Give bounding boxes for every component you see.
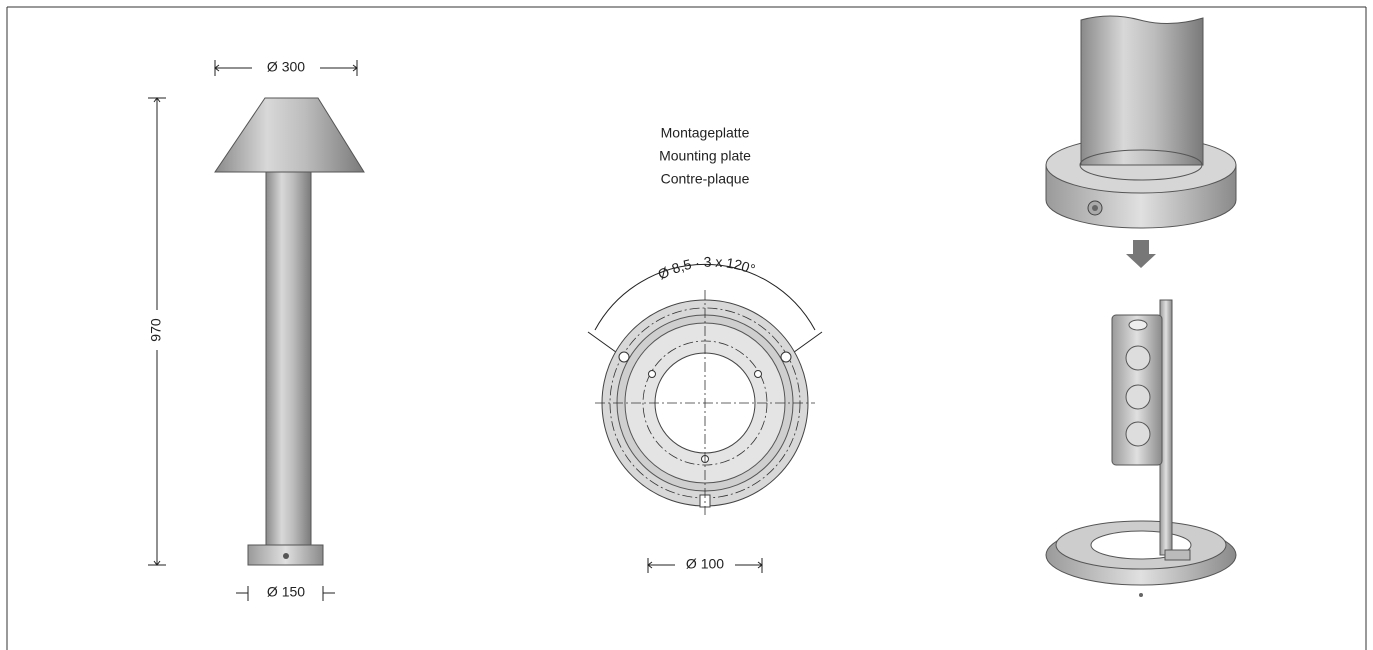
mounting-plate: Montageplatte Mounting plate Contre-plaq… <box>588 125 822 573</box>
dimension-label: Ø 300 <box>267 59 305 75</box>
bollard: Ø 300 970 Ø 150 <box>148 59 364 601</box>
installation-view <box>1046 16 1236 597</box>
dimension-label: Ø 150 <box>267 584 305 600</box>
dimension-label: Ø 100 <box>686 556 724 572</box>
label: Montageplatte <box>661 125 750 141</box>
hole-spec: Ø 8,5 · 3 x 120° <box>655 253 758 282</box>
label: Contre-plaque <box>661 171 750 187</box>
label: Mounting plate <box>659 148 751 164</box>
drawing: Ø 300 970 Ø 150 Montageplatte Mounting p… <box>0 0 1373 650</box>
dimension-label: 970 <box>148 318 164 342</box>
